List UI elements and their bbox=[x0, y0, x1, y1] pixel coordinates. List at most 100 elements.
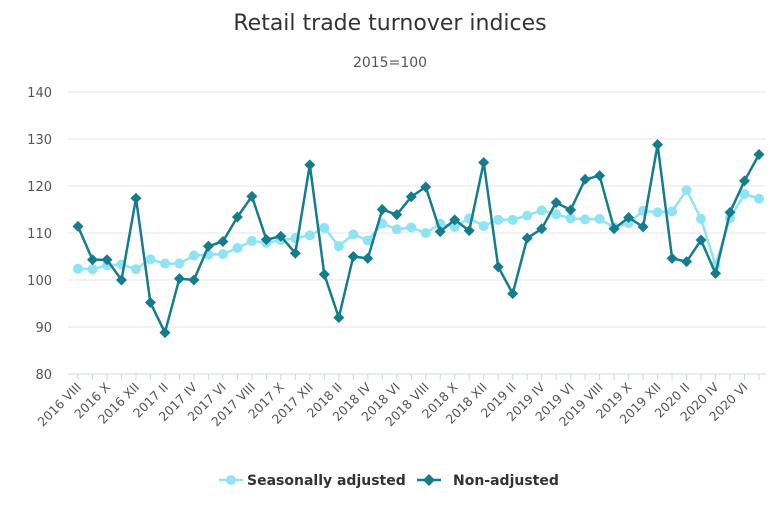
data-point-seasonally-adjusted-2016-ix[interactable] bbox=[87, 264, 98, 275]
data-point-non-adjusted-2019-iii[interactable] bbox=[521, 232, 533, 244]
data-point-non-adjusted-2018-xi[interactable] bbox=[463, 225, 475, 237]
data-point-seasonally-adjusted-2020-vii[interactable] bbox=[754, 193, 764, 204]
legend-marker-non-adjusted bbox=[423, 474, 435, 486]
data-point-seasonally-adjusted-2019-v[interactable] bbox=[551, 209, 562, 220]
data-point-seasonally-adjusted-2019-vi[interactable] bbox=[565, 213, 576, 224]
chart-title: Retail trade turnover indices bbox=[233, 11, 546, 36]
data-point-seasonally-adjusted-2017-i[interactable] bbox=[145, 254, 156, 265]
data-point-seasonally-adjusted-2020-iii[interactable] bbox=[696, 213, 707, 224]
data-point-non-adjusted-2017-xi[interactable] bbox=[289, 247, 301, 259]
data-point-non-adjusted-2017-x[interactable] bbox=[275, 230, 287, 242]
data-point-seasonally-adjusted-2019-vii[interactable] bbox=[580, 214, 591, 225]
data-point-non-adjusted-2017-ix[interactable] bbox=[260, 234, 272, 246]
data-point-non-adjusted-2018-iv[interactable] bbox=[362, 252, 374, 264]
data-point-non-adjusted-2017-xii[interactable] bbox=[304, 159, 316, 171]
data-point-seasonally-adjusted-2017-iii[interactable] bbox=[174, 258, 185, 269]
y-tick-label-110: 110 bbox=[27, 227, 52, 242]
data-point-non-adjusted-2017-vi[interactable] bbox=[217, 235, 229, 247]
y-tick-label-90: 90 bbox=[35, 321, 52, 336]
y-tick-label-100: 100 bbox=[27, 274, 52, 289]
y-tick-label-140: 140 bbox=[27, 86, 52, 101]
data-point-non-adjusted-2017-i[interactable] bbox=[144, 297, 156, 309]
data-point-seasonally-adjusted-2020-vi[interactable] bbox=[739, 188, 750, 199]
data-point-non-adjusted-2017-iv[interactable] bbox=[188, 274, 200, 286]
data-point-non-adjusted-2020-iii[interactable] bbox=[695, 234, 707, 246]
data-point-non-adjusted-2016-x[interactable] bbox=[101, 254, 113, 266]
data-point-non-adjusted-2020-i[interactable] bbox=[666, 252, 678, 264]
legend-item-non-adjusted[interactable]: Non-adjusted bbox=[417, 473, 559, 489]
data-point-seasonally-adjusted-2016-xii[interactable] bbox=[130, 264, 141, 275]
data-point-non-adjusted-2017-ii[interactable] bbox=[159, 327, 171, 339]
legend-item-seasonally-adjusted[interactable]: Seasonally adjusted bbox=[219, 473, 406, 489]
data-point-non-adjusted-2017-vii[interactable] bbox=[231, 211, 243, 223]
data-point-non-adjusted-2019-viii[interactable] bbox=[594, 170, 606, 182]
data-point-seasonally-adjusted-2019-viii[interactable] bbox=[594, 213, 605, 224]
data-point-seasonally-adjusted-2017-xii[interactable] bbox=[304, 230, 315, 241]
data-point-non-adjusted-2016-xi[interactable] bbox=[115, 274, 127, 286]
data-point-seasonally-adjusted-2018-i[interactable] bbox=[319, 222, 330, 233]
data-point-seasonally-adjusted-2018-ii[interactable] bbox=[333, 241, 344, 252]
data-point-seasonally-adjusted-2017-viii[interactable] bbox=[246, 235, 257, 246]
data-point-seasonally-adjusted-2017-iv[interactable] bbox=[188, 250, 199, 261]
data-point-non-adjusted-2019-xii[interactable] bbox=[652, 139, 664, 151]
series-seasonally-adjusted bbox=[73, 185, 764, 275]
series-layer bbox=[72, 139, 765, 339]
data-point-seasonally-adjusted-2019-xii[interactable] bbox=[652, 207, 663, 218]
data-point-non-adjusted-2018-iii[interactable] bbox=[347, 251, 359, 262]
data-point-non-adjusted-2018-xii[interactable] bbox=[478, 157, 490, 168]
data-point-seasonally-adjusted-2018-iv[interactable] bbox=[362, 235, 373, 246]
y-axis: 80 90 100 110 120 130 140 bbox=[27, 86, 52, 383]
data-point-non-adjusted-2019-x[interactable] bbox=[623, 211, 635, 223]
data-point-non-adjusted-2018-x[interactable] bbox=[449, 214, 461, 226]
data-point-seasonally-adjusted-2018-viii[interactable] bbox=[420, 228, 431, 238]
data-point-seasonally-adjusted-2019-i[interactable] bbox=[493, 214, 504, 225]
data-point-seasonally-adjusted-2018-vii[interactable] bbox=[406, 222, 417, 233]
data-point-seasonally-adjusted-2020-i[interactable] bbox=[667, 206, 678, 217]
data-point-non-adjusted-2019-ii[interactable] bbox=[507, 288, 519, 300]
data-point-seasonally-adjusted-2020-ii[interactable] bbox=[681, 185, 692, 196]
data-point-seasonally-adjusted-2018-vi[interactable] bbox=[391, 224, 402, 235]
data-point-non-adjusted-2019-i[interactable] bbox=[492, 261, 504, 273]
data-point-non-adjusted-2020-vi[interactable] bbox=[739, 175, 751, 187]
data-point-non-adjusted-2018-ix[interactable] bbox=[434, 226, 446, 238]
data-point-seasonally-adjusted-2018-xii[interactable] bbox=[478, 220, 489, 231]
data-point-non-adjusted-2018-vi[interactable] bbox=[391, 209, 403, 221]
data-point-seasonally-adjusted-2018-iii[interactable] bbox=[348, 229, 359, 240]
data-point-seasonally-adjusted-2019-iv[interactable] bbox=[536, 205, 547, 216]
data-point-non-adjusted-2019-iv[interactable] bbox=[536, 223, 548, 235]
data-point-seasonally-adjusted-2017-vii[interactable] bbox=[232, 243, 243, 254]
data-point-non-adjusted-2019-vi[interactable] bbox=[565, 204, 577, 216]
data-point-seasonally-adjusted-2017-vi[interactable] bbox=[217, 249, 228, 260]
data-point-non-adjusted-2020-iv[interactable] bbox=[710, 267, 722, 279]
legend-label-non-adjusted: Non-adjusted bbox=[453, 473, 559, 489]
data-point-non-adjusted-2019-ix[interactable] bbox=[608, 223, 620, 235]
data-point-seasonally-adjusted-2019-ii[interactable] bbox=[507, 214, 518, 225]
data-point-non-adjusted-2020-vii[interactable] bbox=[753, 149, 765, 161]
data-point-non-adjusted-2019-xi[interactable] bbox=[637, 221, 649, 233]
data-point-non-adjusted-2019-v[interactable] bbox=[550, 196, 562, 208]
data-point-non-adjusted-2018-i[interactable] bbox=[318, 268, 330, 280]
data-point-non-adjusted-2017-iii[interactable] bbox=[173, 273, 185, 285]
data-point-non-adjusted-2018-viii[interactable] bbox=[420, 181, 432, 193]
data-point-non-adjusted-2019-vii[interactable] bbox=[579, 173, 591, 185]
data-point-seasonally-adjusted-2017-ii[interactable] bbox=[159, 258, 170, 269]
data-point-non-adjusted-2016-viii[interactable] bbox=[72, 220, 84, 232]
series-line-non-adjusted bbox=[76, 143, 761, 334]
data-point-seasonally-adjusted-2018-x[interactable] bbox=[449, 221, 460, 232]
y-tick-label-130: 130 bbox=[27, 133, 52, 148]
data-point-non-adjusted-2017-viii[interactable] bbox=[246, 190, 258, 202]
data-point-non-adjusted-2017-v[interactable] bbox=[202, 240, 214, 252]
data-point-seasonally-adjusted-2016-viii[interactable] bbox=[73, 263, 83, 274]
data-point-non-adjusted-2016-ix[interactable] bbox=[86, 254, 98, 266]
data-point-non-adjusted-2020-v[interactable] bbox=[724, 206, 736, 218]
data-point-non-adjusted-2018-v[interactable] bbox=[376, 204, 388, 215]
legend[interactable]: Seasonally adjusted Non-adjusted bbox=[219, 473, 559, 489]
data-point-non-adjusted-2020-ii[interactable] bbox=[681, 256, 693, 268]
data-point-non-adjusted-2018-vii[interactable] bbox=[405, 191, 417, 203]
data-point-non-adjusted-2018-ii[interactable] bbox=[333, 312, 345, 324]
data-point-seasonally-adjusted-2019-iii[interactable] bbox=[522, 210, 533, 221]
data-point-non-adjusted-2016-xii[interactable] bbox=[130, 192, 142, 204]
